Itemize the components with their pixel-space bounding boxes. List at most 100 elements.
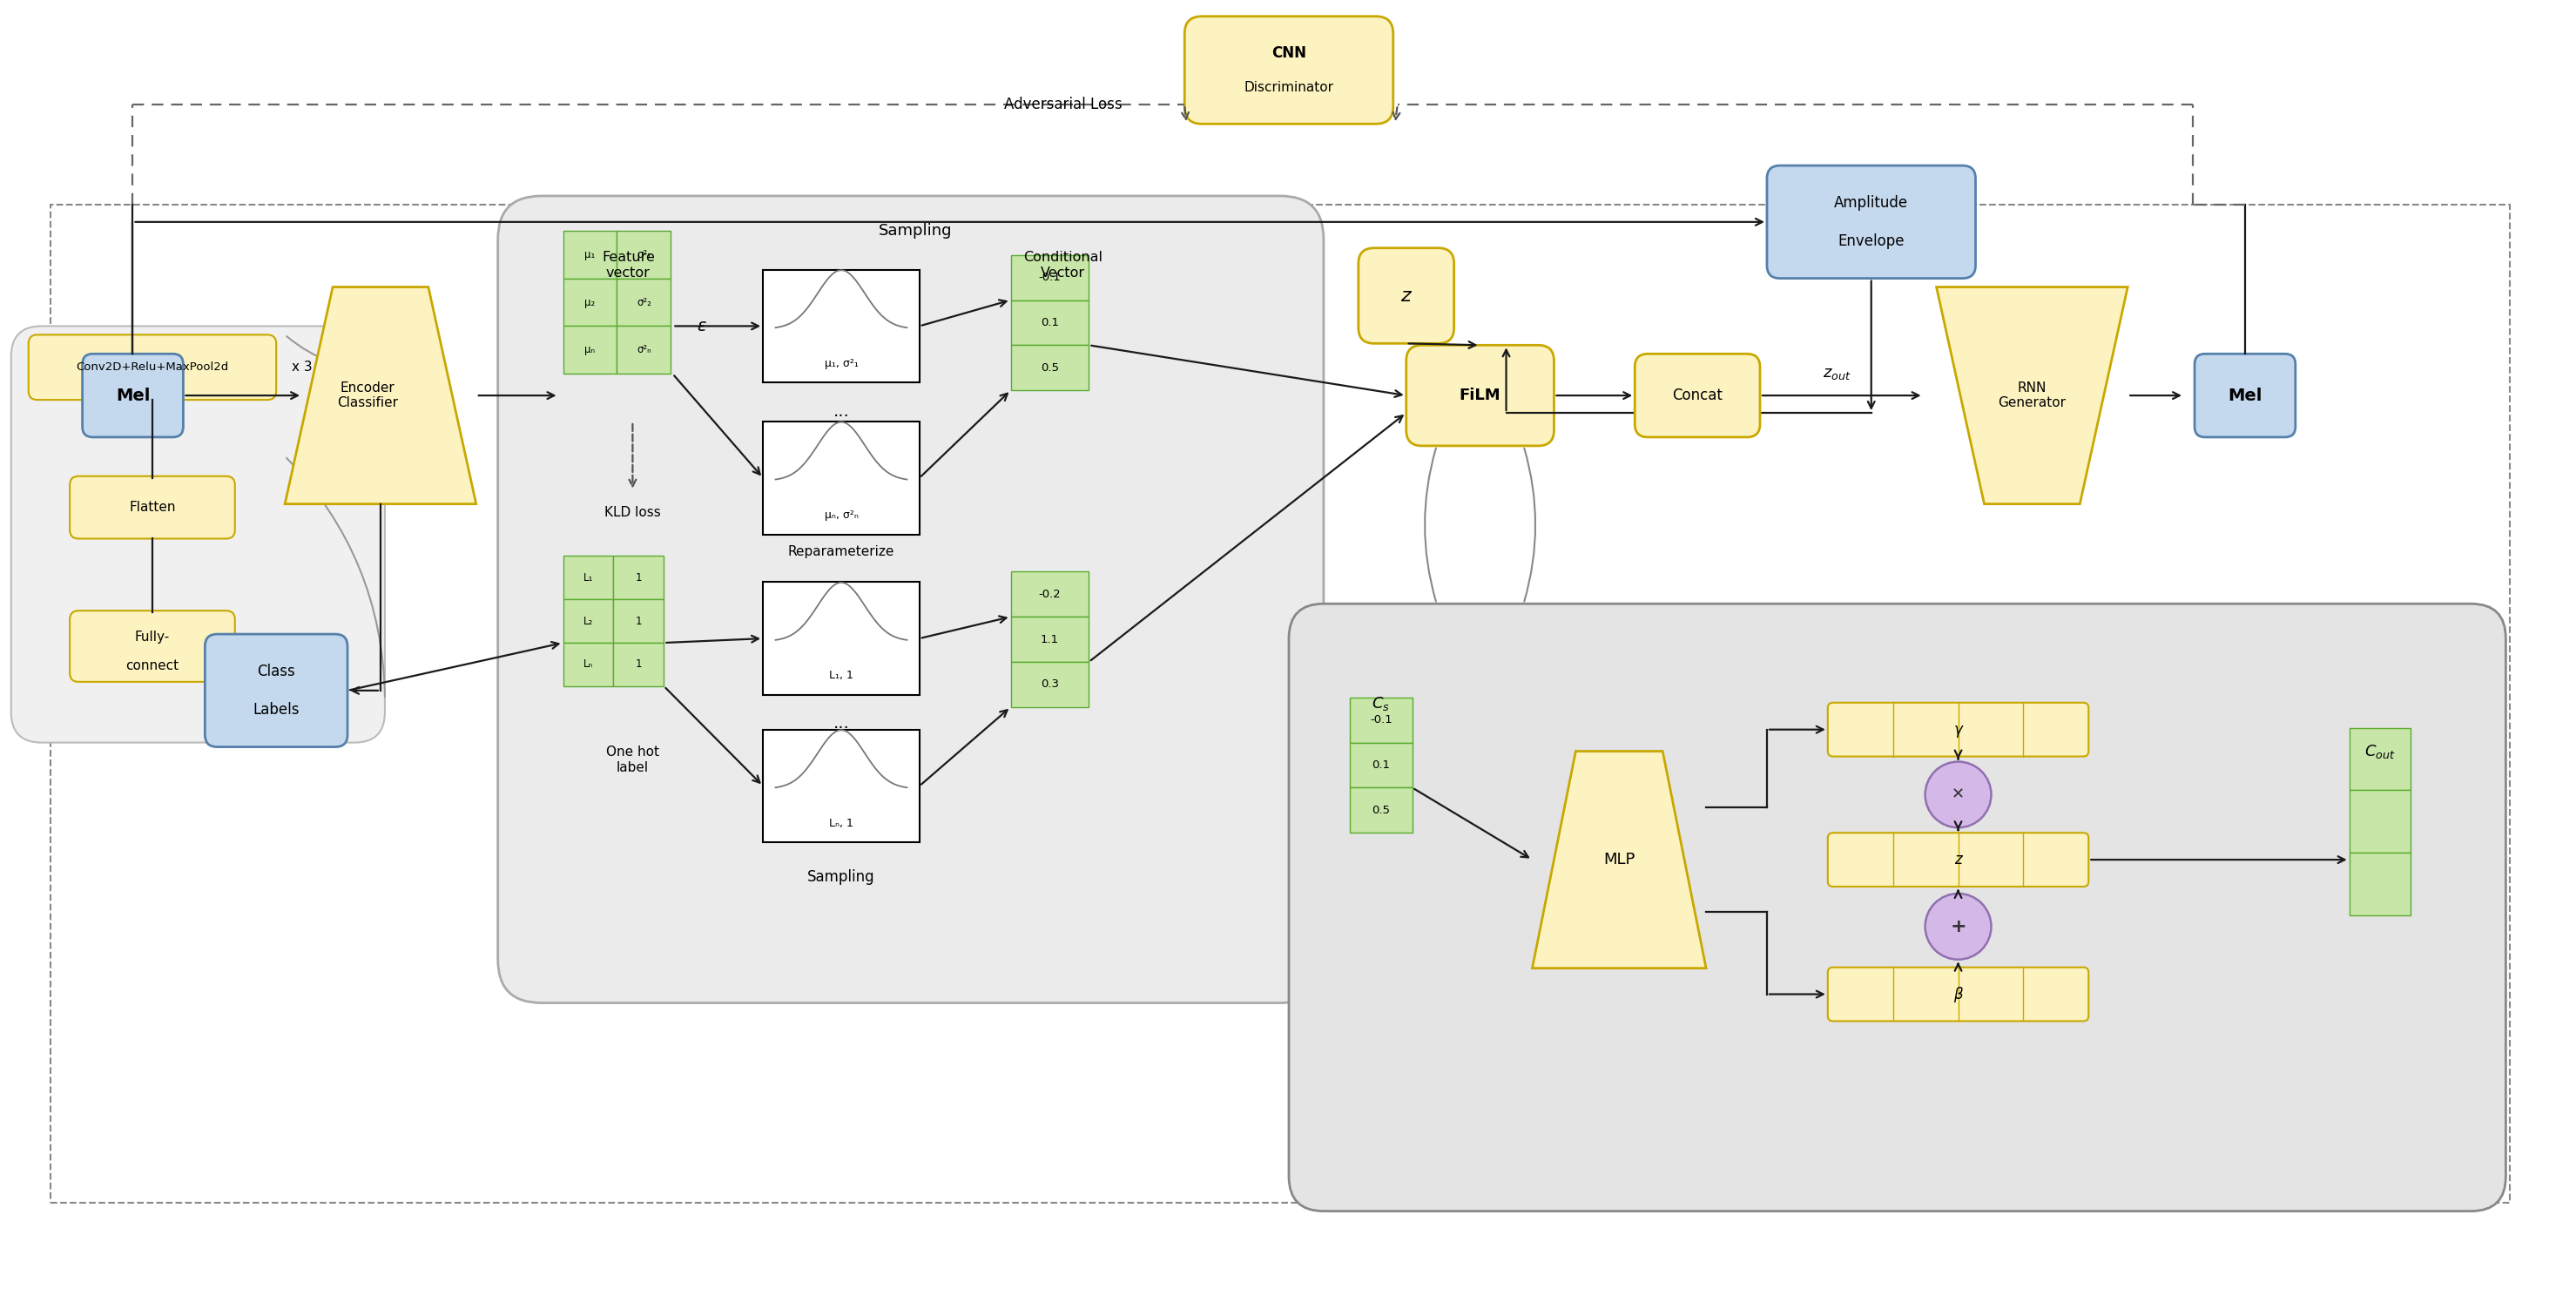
Text: 1: 1 — [636, 572, 641, 584]
Text: μ₂: μ₂ — [585, 297, 595, 308]
Text: μₙ: μₙ — [585, 344, 595, 356]
Text: RNN
Generator: RNN Generator — [1999, 381, 2066, 410]
Bar — [564, 643, 613, 686]
Text: -0.2: -0.2 — [1038, 589, 1061, 600]
FancyBboxPatch shape — [1288, 603, 2506, 1211]
Circle shape — [1924, 894, 1991, 959]
Polygon shape — [1533, 751, 1705, 969]
Text: 1: 1 — [636, 658, 641, 670]
Text: -0.1: -0.1 — [1370, 715, 1391, 725]
Text: ...: ... — [832, 403, 850, 419]
Bar — [1010, 662, 1090, 707]
Text: ...: ... — [832, 715, 850, 732]
Text: 0.5: 0.5 — [1041, 363, 1059, 373]
Text: β: β — [1953, 987, 1963, 1003]
Text: σ²₁: σ²₁ — [636, 249, 652, 260]
Bar — [762, 270, 920, 382]
Bar — [1010, 300, 1090, 346]
Text: 0.5: 0.5 — [1373, 805, 1391, 816]
Text: connect: connect — [126, 660, 178, 673]
Bar — [762, 583, 920, 695]
Text: 1.1: 1.1 — [1041, 634, 1059, 645]
FancyBboxPatch shape — [1829, 833, 2089, 886]
Text: Conv2D+Relu+MaxPool2d: Conv2D+Relu+MaxPool2d — [77, 361, 229, 373]
Text: 1: 1 — [636, 615, 641, 627]
FancyBboxPatch shape — [1406, 346, 1553, 446]
Text: Labels: Labels — [252, 702, 299, 717]
Bar — [618, 326, 670, 374]
Polygon shape — [286, 287, 477, 504]
Bar — [613, 600, 665, 643]
Bar — [2349, 728, 2411, 791]
FancyBboxPatch shape — [70, 476, 234, 539]
FancyBboxPatch shape — [1829, 967, 2089, 1021]
Text: 0.3: 0.3 — [1041, 679, 1059, 690]
FancyBboxPatch shape — [28, 335, 276, 399]
Bar — [613, 643, 665, 686]
Text: Class: Class — [258, 664, 296, 679]
Bar — [564, 556, 613, 600]
Bar — [564, 279, 618, 326]
Text: $C_{out}$: $C_{out}$ — [2365, 742, 2396, 761]
Text: +: + — [1950, 918, 1965, 935]
Text: KLD loss: KLD loss — [605, 507, 662, 520]
FancyBboxPatch shape — [70, 611, 234, 682]
Text: Discriminator: Discriminator — [1244, 81, 1334, 94]
Text: $z_{out}$: $z_{out}$ — [1821, 367, 1850, 382]
Text: Mel: Mel — [2228, 387, 2262, 403]
Polygon shape — [1937, 287, 2128, 504]
Text: x 3: x 3 — [291, 361, 312, 374]
FancyBboxPatch shape — [10, 326, 384, 742]
Text: Sampling: Sampling — [806, 869, 876, 885]
Text: Encoder
Classifier: Encoder Classifier — [337, 381, 397, 410]
Text: -0.1: -0.1 — [1038, 272, 1061, 283]
Bar — [564, 326, 618, 374]
Text: L₁, 1: L₁, 1 — [829, 670, 853, 681]
FancyBboxPatch shape — [82, 353, 183, 437]
Bar — [564, 230, 618, 279]
Text: Flatten: Flatten — [129, 501, 175, 514]
Bar — [1010, 572, 1090, 617]
Bar — [618, 279, 670, 326]
Text: σ²₂: σ²₂ — [636, 297, 652, 308]
FancyBboxPatch shape — [1767, 165, 1976, 279]
Bar — [1010, 617, 1090, 662]
Bar — [1350, 698, 1412, 742]
Text: ε: ε — [696, 318, 706, 334]
Text: Concat: Concat — [1672, 387, 1723, 403]
Text: $z$: $z$ — [1401, 287, 1412, 305]
Text: CNN: CNN — [1273, 45, 1306, 60]
Text: MLP: MLP — [1602, 852, 1636, 868]
Text: L₂: L₂ — [582, 615, 592, 627]
FancyBboxPatch shape — [1358, 247, 1453, 343]
Text: μ₁: μ₁ — [585, 249, 595, 260]
Bar — [618, 230, 670, 279]
Bar — [1010, 346, 1090, 390]
Text: ✕: ✕ — [1953, 787, 1965, 802]
Text: 0.1: 0.1 — [1041, 317, 1059, 329]
Text: L₁: L₁ — [582, 572, 592, 584]
Text: Reparameterize: Reparameterize — [788, 545, 894, 558]
Text: $C_s$: $C_s$ — [1373, 695, 1391, 712]
Text: σ²ₙ: σ²ₙ — [636, 344, 652, 356]
Text: Mel: Mel — [116, 387, 149, 403]
Text: Amplitude: Amplitude — [1834, 195, 1909, 211]
Bar — [2349, 852, 2411, 915]
Text: Envelope: Envelope — [1837, 233, 1904, 249]
Bar — [613, 556, 665, 600]
FancyBboxPatch shape — [1185, 16, 1394, 124]
FancyBboxPatch shape — [206, 634, 348, 747]
FancyBboxPatch shape — [1829, 703, 2089, 757]
Text: Conditional
Vector: Conditional Vector — [1023, 251, 1103, 279]
Bar — [2349, 791, 2411, 852]
Bar — [762, 729, 920, 843]
Bar — [1350, 788, 1412, 833]
FancyBboxPatch shape — [2195, 353, 2295, 437]
Bar — [762, 421, 920, 534]
Text: μₙ, σ²ₙ: μₙ, σ²ₙ — [824, 509, 858, 521]
Text: Sampling: Sampling — [878, 223, 953, 238]
Text: γ: γ — [1953, 721, 1963, 737]
Text: Lₙ, 1: Lₙ, 1 — [829, 818, 853, 829]
Circle shape — [1924, 762, 1991, 827]
Bar — [1010, 255, 1090, 300]
